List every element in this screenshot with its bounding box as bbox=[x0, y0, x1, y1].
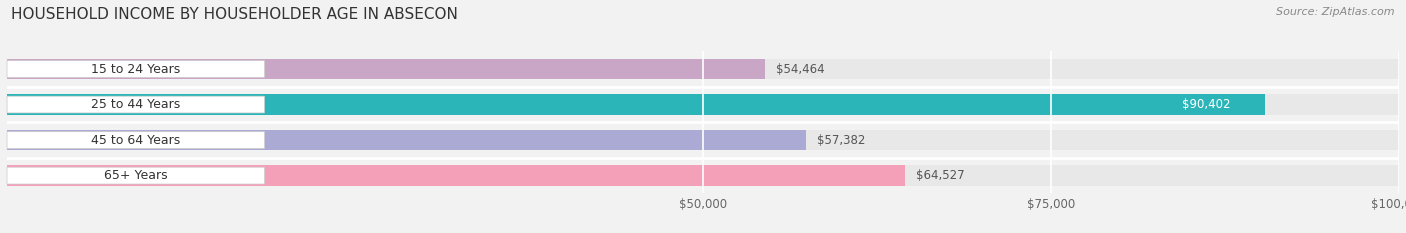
FancyBboxPatch shape bbox=[7, 96, 264, 113]
Text: 15 to 24 Years: 15 to 24 Years bbox=[91, 62, 180, 75]
Bar bbox=[7, 94, 1399, 115]
FancyBboxPatch shape bbox=[1154, 98, 1258, 111]
Bar bbox=[7, 130, 1399, 150]
Bar bbox=[7, 165, 1399, 186]
Text: $54,464: $54,464 bbox=[776, 62, 825, 75]
FancyBboxPatch shape bbox=[7, 61, 264, 77]
Text: $57,382: $57,382 bbox=[817, 134, 865, 147]
Text: HOUSEHOLD INCOME BY HOUSEHOLDER AGE IN ABSECON: HOUSEHOLD INCOME BY HOUSEHOLDER AGE IN A… bbox=[11, 7, 458, 22]
Bar bbox=[7, 94, 1265, 115]
Bar bbox=[7, 130, 806, 150]
FancyBboxPatch shape bbox=[7, 167, 264, 184]
Text: 65+ Years: 65+ Years bbox=[104, 169, 167, 182]
Text: $90,402: $90,402 bbox=[1182, 98, 1230, 111]
Text: 25 to 44 Years: 25 to 44 Years bbox=[91, 98, 180, 111]
Text: $64,527: $64,527 bbox=[917, 169, 965, 182]
Text: Source: ZipAtlas.com: Source: ZipAtlas.com bbox=[1277, 7, 1395, 17]
Text: 45 to 64 Years: 45 to 64 Years bbox=[91, 134, 180, 147]
Bar bbox=[7, 59, 765, 79]
Bar bbox=[7, 59, 1399, 79]
FancyBboxPatch shape bbox=[7, 132, 264, 148]
Bar bbox=[7, 165, 905, 186]
